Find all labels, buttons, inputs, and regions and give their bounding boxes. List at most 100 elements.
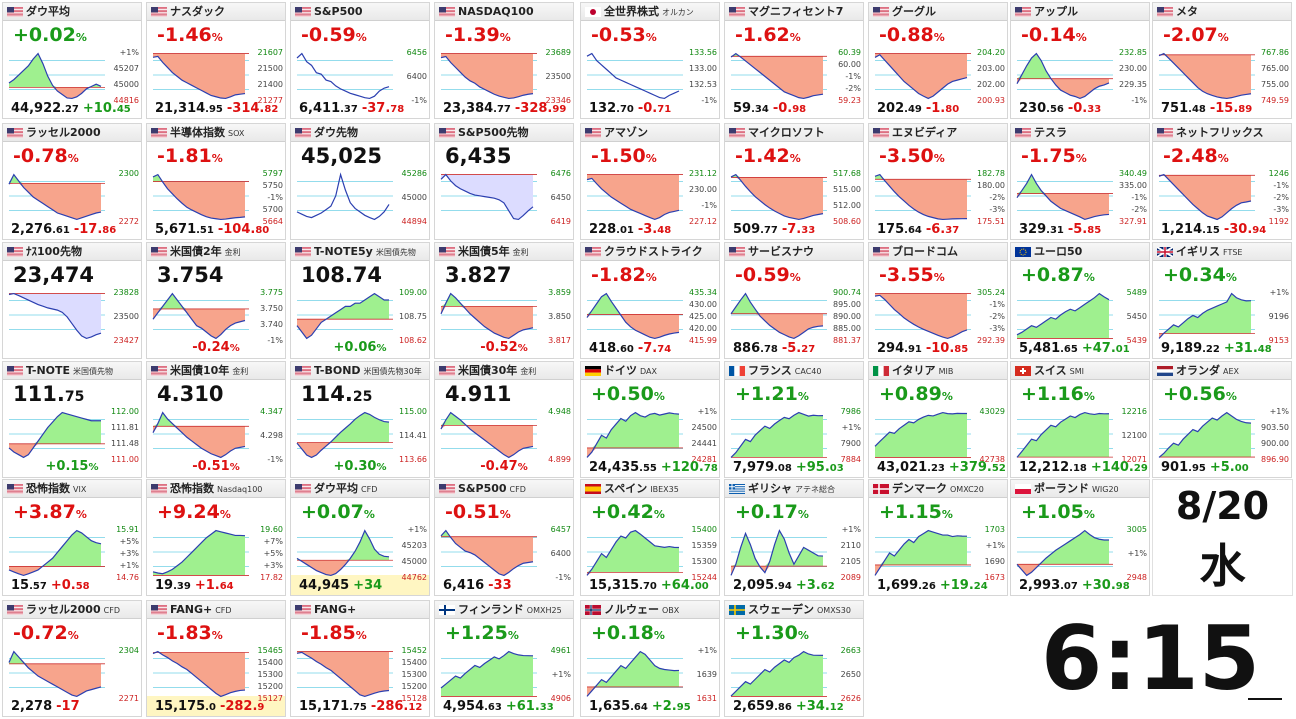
y-tick-label: 508.60 <box>833 217 861 225</box>
tile-name-text: マグニフィセント7 <box>748 5 844 18</box>
market-tile[interactable]: S&P500 -0.59% 6456 6400 -1% 6,411.37 -37.78 <box>290 2 430 119</box>
market-tile[interactable]: デンマーク OMXC20 +1.15% 1703 +1% 1690 1673 1,699.26… <box>868 479 1008 596</box>
tile-name: 全世界株式 オルカン <box>604 4 694 21</box>
tile-name: S&P500 <box>314 4 363 20</box>
tile-header: ラッセル2000 <box>3 124 141 142</box>
market-tile[interactable]: スウェーデン OMXS30 +1.30% 2663 2650 2626 2,659.86 +3… <box>724 600 864 717</box>
area-below-base <box>1159 333 1251 339</box>
market-tile[interactable]: エヌビディア -3.50% 182.78 180.00 -2% -3% 175.51 175.… <box>868 123 1008 240</box>
market-tile[interactable]: ダウ平均 +0.02% +1% 45207 45000 44816 44,922.27 +10… <box>2 2 142 119</box>
price-change: -37.78 <box>362 101 404 116</box>
tile-header: エヌビディア <box>869 124 1007 142</box>
change-percent-value: -0.72 <box>13 622 68 644</box>
tile-name-text: T-NOTE <box>26 364 71 377</box>
percent-sign: % <box>1083 508 1095 521</box>
price-dec: .26 <box>918 581 936 592</box>
price-int: 7,979 <box>733 460 775 475</box>
price-int: 4,954 <box>443 699 485 714</box>
y-tick-label: 15465 <box>258 646 283 655</box>
change-percent: +0.34% <box>1163 264 1237 286</box>
market-tile[interactable]: 恐怖指数 VIX +3.87% 15.91 +5% +3% +1% 14.76 15.57 +0.… <box>2 479 142 596</box>
tile-name-text: 米国債5年 <box>458 245 510 258</box>
market-tile[interactable]: FANG+ CFD -1.83% 15465 15400 15300 15200 15127 1… <box>146 600 286 717</box>
cfd-highlight <box>147 696 285 716</box>
price-chart: +1% 45203 45000 44762 <box>296 525 427 581</box>
us-flag-icon <box>873 7 889 17</box>
market-tile[interactable]: 米国債30年 金利 4.911 4.948 4.899 -0.47% <box>434 361 574 478</box>
market-tile[interactable]: アマゾン -1.50% 231.12 230.00 -1% 227.12 228.01 -3.… <box>580 123 720 240</box>
market-tile[interactable]: ラッセル2000 CFD -0.72% 2304 2271 2,278 -17 <box>2 600 142 717</box>
market-tile[interactable]: イギリス FTSE +0.34% +1% 9196 9153 9,189.22 +31.48 <box>1152 242 1292 359</box>
market-tile[interactable]: T-BOND 米国債先物30年 114.25 115.00 114.41 113.66 +0… <box>290 361 430 478</box>
price-change: +140.29 <box>1091 460 1148 475</box>
tile-name: アマゾン <box>604 125 648 141</box>
price-value: 4.911 <box>445 382 511 406</box>
market-tile[interactable]: 米国債5年 金利 3.827 3.859 3.850 3.817 -0.52% <box>434 242 574 359</box>
market-tile[interactable]: ユーロ50 +0.87% 5489 5450 5439 5,481.65 +47.01 <box>1010 242 1150 359</box>
market-tile[interactable]: ダウ先物 45,025 45286 45000 44894 <box>290 123 430 240</box>
market-tile[interactable]: グーグル -0.88% 204.20 203.00 202.00 200.93 202.49… <box>868 2 1008 119</box>
market-tile[interactable]: ポーランド WIG20 +1.05% 3005 +1% 2948 2,993.07 +30.9… <box>1010 479 1150 596</box>
market-tile[interactable]: ブロードコム -3.55% 305.24 -1% -2% -3% 292.39 294.91-… <box>868 242 1008 359</box>
y-tick-label: 7986 <box>841 407 861 416</box>
market-tile[interactable]: マイクロソフト -1.42% 517.68 515.00 512.00 508.60 509… <box>724 123 864 240</box>
area-below-base <box>1159 54 1251 99</box>
tile-name: ネットフリックス <box>1176 125 1264 141</box>
tile-header: 米国債2年 金利 <box>147 243 285 261</box>
market-tile[interactable]: メタ -2.07% 767.86 765.00 755.00 749.59 751.48 -1… <box>1152 2 1292 119</box>
market-tile[interactable]: アップル -0.14% 232.85 230.00 229.35 -1% 230.56 -0.… <box>1010 2 1150 119</box>
series-line <box>296 529 390 577</box>
market-tile[interactable]: 全世界株式 オルカン -0.53% 133.56 133.00 132.53 -1% 132.… <box>580 2 720 119</box>
market-tile[interactable]: クラウドストライク -1.82% 435.34 430.00 425.00 420.00 4… <box>580 242 720 359</box>
series-line <box>440 173 534 221</box>
market-tile[interactable]: T-NOTE5y 米国債先物 108.74 109.00 108.75 108.62 +0.… <box>290 242 430 359</box>
price-chart: 15400 15359 15300 15244 <box>586 525 717 581</box>
market-tile[interactable]: オランダ AEX +0.56% +1% 903.50 900.00 896.90 901.95… <box>1152 361 1292 478</box>
tile-name-sub: OBX <box>662 606 680 615</box>
market-tile[interactable]: NASDAQ100 -1.39% 23689 23500 23346 23,384.77-… <box>434 2 574 119</box>
market-tile[interactable]: フィンランド OMXH25 +1.25% 4961 +1% 4906 4,954.63 +61… <box>434 600 574 717</box>
market-tile[interactable]: スペイン IBEX35 +0.42% 15400 15359 15300 15244 15,3… <box>580 479 720 596</box>
market-tile[interactable]: ドイツ DAX +0.50% +1% 24500 24441 24281 24,435.55 +… <box>580 361 720 478</box>
y-tick-label: 19.60 <box>260 525 283 534</box>
market-tile[interactable]: マグニフィセント7 -1.62% 60.39 60.00 -1% -2% 59.23 59.3… <box>724 2 864 119</box>
market-tile[interactable]: T-NOTE 米国債先物 111.75 112.00 111.81 111.48 111.0… <box>2 361 142 478</box>
tile-name-sub: SOX <box>228 129 245 138</box>
tile-name: 恐怖指数 Nasdaq100 <box>170 481 262 498</box>
percent-sign: % <box>67 629 79 642</box>
price-dec: .07 <box>1060 581 1078 592</box>
tile-header: ナスダック <box>147 3 285 21</box>
market-tile[interactable]: FANG+ -1.85% 15452 15400 15300 15200 15128 15,1… <box>290 600 430 717</box>
series-line <box>440 55 534 100</box>
market-tile[interactable]: スイス SMI +1.16% 12216 12100 12071 12,212.18 +140… <box>1010 361 1150 478</box>
market-tile[interactable]: 恐怖指数 Nasdaq100 +9.24% 19.60 +7% +5% +3% 17.82 19… <box>146 479 286 596</box>
price-dec: .77 <box>760 225 778 236</box>
change-percent-value: +0.06 <box>333 340 377 355</box>
market-tile[interactable]: 米国債10年 金利 4.310 4.347 4.298 -1% -0.51% <box>146 361 286 478</box>
price-change-dec: 89 <box>1238 104 1253 115</box>
price-int: 19 <box>155 578 174 593</box>
market-tile[interactable]: ダウ平均 CFD +0.07% +1% 45203 45000 44762 44,945 +34 <box>290 479 430 596</box>
market-tile[interactable]: ネットフリックス -2.48% 1246 -1% -2% -3% 1192 1,214.15-… <box>1152 123 1292 240</box>
market-tile[interactable]: 半導体指数 SOX -1.81% 5797 5750 -1% 5700 5664 5,671.5… <box>146 123 286 240</box>
price-change-dec: 78 <box>703 463 718 474</box>
market-tile[interactable]: ノルウェー OBX +0.18% +1% 1639 1631 1,635.64 +2.95 <box>580 600 720 717</box>
tile-name: ダウ平均 <box>26 4 70 20</box>
series-line <box>296 52 390 100</box>
us-flag-icon <box>295 247 311 257</box>
tile-name-text: FANG+ <box>170 603 213 616</box>
market-tile[interactable]: ギリシャ アテネ総合 +0.17% +1% 2110 2105 2089 2,095.94 +3… <box>724 479 864 596</box>
market-tile[interactable]: S&P500先物 6,435 6476 6450 6419 <box>434 123 574 240</box>
market-tile[interactable]: フランス CAC40 +1.21% 7986 +1% 7900 7884 7,979.08 +9… <box>724 361 864 478</box>
market-tile[interactable]: ラッセル2000 -0.78% 2300 2272 2,276.61 -17.86 <box>2 123 142 240</box>
tile-header: ノルウェー OBX <box>581 601 719 619</box>
market-tile[interactable]: サービスナウ -0.59% 900.74 895.00 890.00 885.00 881.… <box>724 242 864 359</box>
market-tile[interactable]: テスラ -1.75% 340.49 335.00 -1% -2% 327.91 329.31-… <box>1010 123 1150 240</box>
market-tile[interactable]: S&P500 CFD -0.51% 6457 6400 -1% 6,416 -33 <box>434 479 574 596</box>
market-tile[interactable]: ナスダック -1.46% 21607 21500 21400 21277 21,314.95… <box>146 2 286 119</box>
y-tick-label: 4906 <box>551 694 571 702</box>
market-tile[interactable]: イタリア MIB +0.89% 43029 42738 43,021.23 +379.52 <box>868 361 1008 478</box>
market-tile[interactable]: ﾅｽ100先物 23,474 23828 23500 23427 <box>2 242 142 359</box>
y-tick-label: 15.91 <box>116 525 139 534</box>
market-tile[interactable]: 米国債2年 金利 3.754 3.775 3.750 3.740 -1% -0.24% <box>146 242 286 359</box>
